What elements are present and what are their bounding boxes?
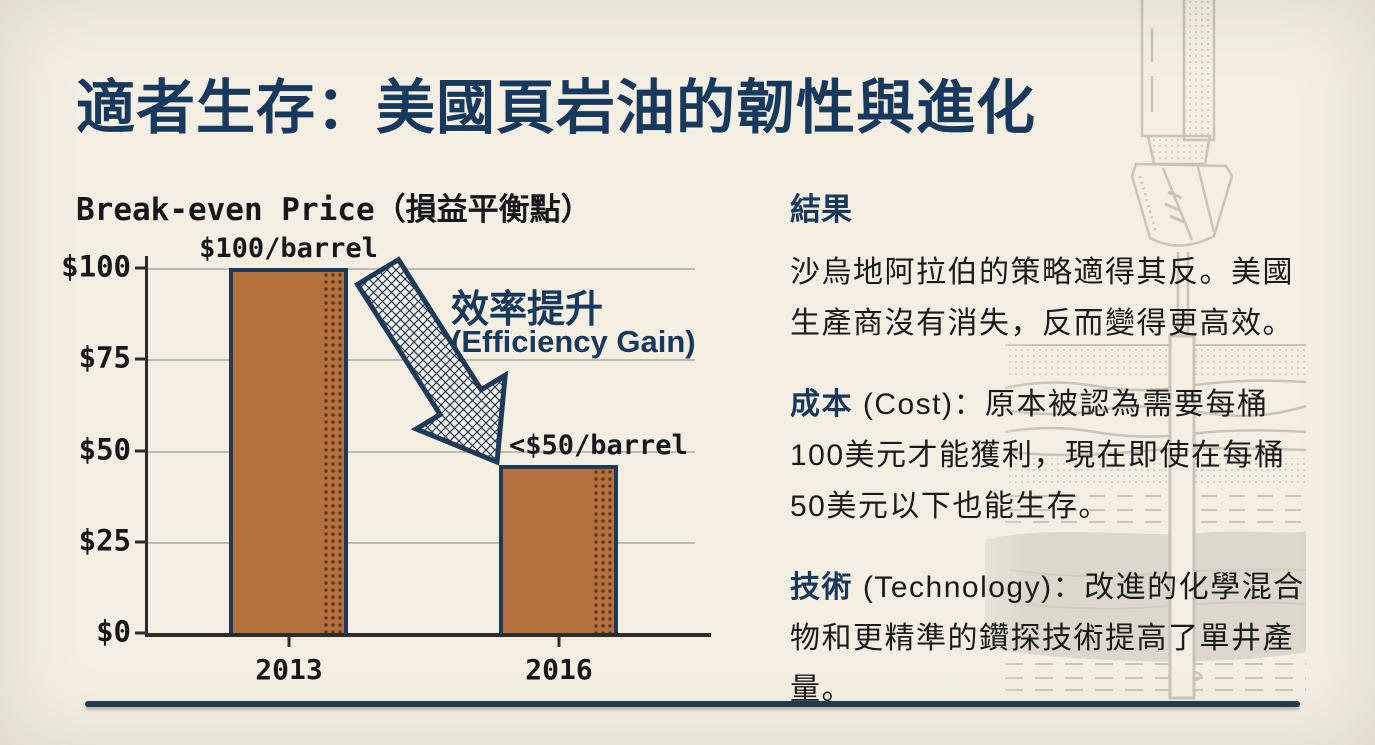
y-axis-label: $25 <box>78 523 131 558</box>
y-axis-cap <box>145 256 148 268</box>
y-tick <box>135 449 145 452</box>
break-even-chart: Break-even Price（損益平衡點） $100 $75 $50 $25… <box>61 192 711 686</box>
bar-2013-value-label: $100/barrel <box>199 233 378 264</box>
y-axis-label: $100 <box>61 249 131 284</box>
y-tick <box>135 357 145 361</box>
y-axis-label: $0 <box>96 614 131 649</box>
result-paragraph: 沙烏地阿拉伯的策略適得其反。美國生產商沒有消失，反而變得更高效。 <box>790 256 1294 340</box>
x-axis-label-2013: 2013 <box>255 653 323 686</box>
cost-body: 原本被認為需要每桶100美元才能獲利，現在即使在每桶50美元以下也能生存。 <box>790 388 1286 523</box>
technology-body: 改進的化學混合物和更精準的鑽探技術提高了單井產量。 <box>790 571 1305 706</box>
bar-2016-value-label: <$50/barrel <box>509 430 688 462</box>
x-tick-2016 <box>557 637 561 647</box>
plot-area: $100 $75 $50 $25 $0 $100/barrel <$50/bar… <box>61 233 711 686</box>
cost-paragraph: 成本 (Cost)：原本被認為需要每桶100美元才能獲利，現在即使在每桶50美元… <box>790 379 1320 532</box>
x-tick-2013 <box>287 637 291 647</box>
y-tick <box>135 631 145 635</box>
decline-arrow-icon <box>354 256 509 466</box>
cost-lead-en: (Cost)： <box>853 388 985 421</box>
y-tick <box>135 266 145 270</box>
technology-lead-en: (Technology)： <box>853 571 1085 604</box>
bar-2013: $100/barrel <box>199 233 378 633</box>
cost-lead: 成本 <box>790 388 853 421</box>
slide-title: 適者生存：美國頁岩油的韌性與進化 <box>76 75 1037 141</box>
technology-paragraph: 技術 (Technology)：改進的化學混合物和更精準的鑽探技術提高了單井產量… <box>790 562 1320 715</box>
x-axis-extension <box>695 633 711 637</box>
y-axis-label: $75 <box>78 340 131 375</box>
gridline-25 <box>148 541 695 544</box>
panel-heading: 結果 <box>790 192 852 227</box>
chart-title: Break-even Price（損益平衡點） <box>76 192 592 228</box>
gridline-50 <box>148 450 695 453</box>
gridline-100 <box>148 268 695 270</box>
annotation-efficiency-zh: 效率提升 <box>451 289 604 331</box>
annotation-efficiency-en: (Efficiency Gain) <box>451 324 696 359</box>
x-axis-label-2016: 2016 <box>525 653 593 686</box>
drill-bit-strata-illustration <box>940 0 1307 705</box>
y-tick <box>135 540 145 544</box>
summary-panel: 結果 沙烏地阿拉伯的策略適得其反。美國生產商沒有消失，反而變得更高效。 成本 (… <box>790 184 1320 745</box>
bar-2016: <$50/barrel <box>499 430 688 633</box>
y-axis-label: $50 <box>78 432 131 467</box>
footer-rule <box>85 701 1300 707</box>
technology-lead: 技術 <box>790 571 853 604</box>
